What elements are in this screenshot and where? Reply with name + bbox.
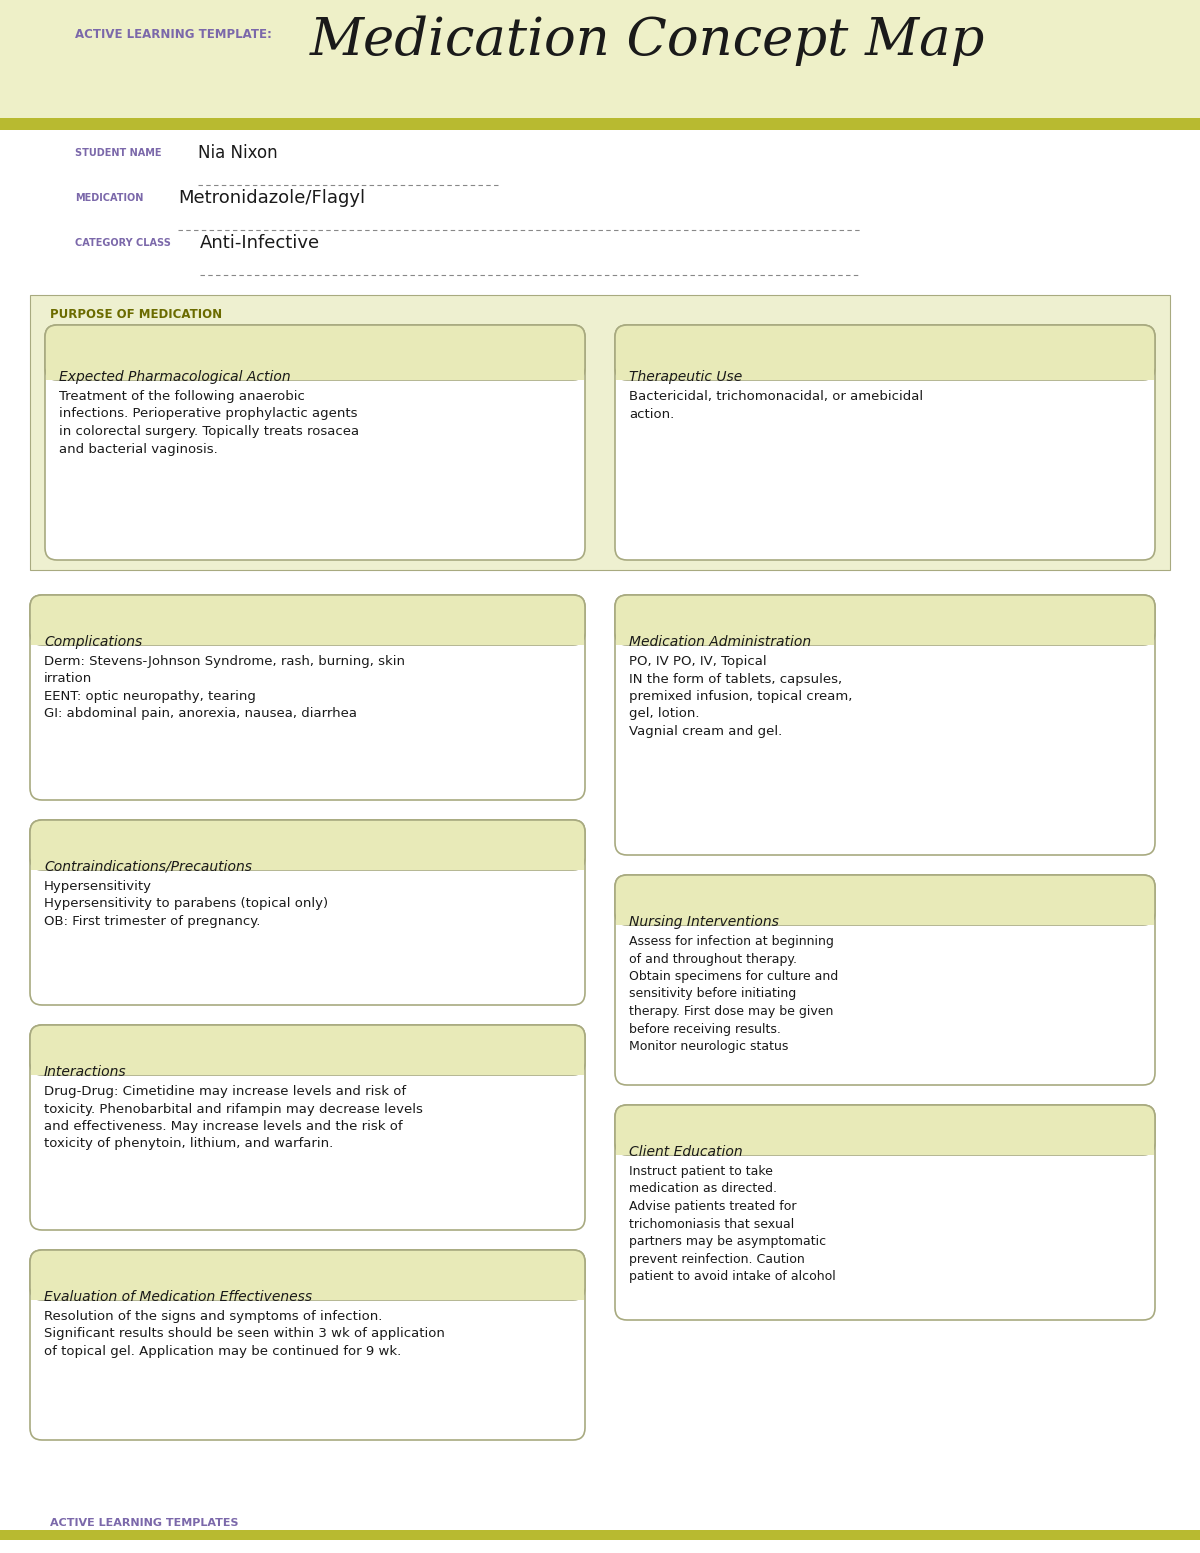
FancyBboxPatch shape bbox=[30, 1025, 586, 1230]
Bar bbox=[0, 130, 1200, 290]
Text: Bactericidal, trichomonacidal, or amebicidal
action.: Bactericidal, trichomonacidal, or amebic… bbox=[629, 390, 923, 421]
Bar bbox=[30, 295, 1170, 570]
Text: Evaluation of Medication Effectiveness: Evaluation of Medication Effectiveness bbox=[44, 1291, 312, 1305]
Text: Nia Nixon: Nia Nixon bbox=[198, 144, 277, 162]
Text: Client Education: Client Education bbox=[629, 1145, 743, 1159]
Text: ACTIVE LEARNING TEMPLATES: ACTIVE LEARNING TEMPLATES bbox=[50, 1517, 239, 1528]
Bar bbox=[0, 0, 1200, 120]
FancyBboxPatch shape bbox=[30, 595, 586, 644]
Text: Drug-Drug: Cimetidine may increase levels and risk of
toxicity. Phenobarbital an: Drug-Drug: Cimetidine may increase level… bbox=[44, 1086, 422, 1151]
FancyBboxPatch shape bbox=[616, 1106, 1154, 1320]
FancyBboxPatch shape bbox=[46, 325, 586, 561]
FancyBboxPatch shape bbox=[616, 595, 1154, 856]
Text: Expected Pharmacological Action: Expected Pharmacological Action bbox=[59, 370, 290, 384]
Text: PO, IV PO, IV, Topical
IN the form of tablets, capsules,
premixed infusion, topi: PO, IV PO, IV, Topical IN the form of ta… bbox=[629, 655, 852, 738]
Bar bbox=[616, 620, 1154, 644]
Text: CATEGORY CLASS: CATEGORY CLASS bbox=[74, 238, 170, 248]
Bar bbox=[616, 901, 1154, 926]
Text: Nursing Interventions: Nursing Interventions bbox=[629, 915, 779, 929]
Text: Contraindications/Precautions: Contraindications/Precautions bbox=[44, 860, 252, 874]
Text: Resolution of the signs and symptoms of infection.
Significant results should be: Resolution of the signs and symptoms of … bbox=[44, 1311, 445, 1357]
Text: ACTIVE LEARNING TEMPLATE:: ACTIVE LEARNING TEMPLATE: bbox=[74, 28, 272, 40]
FancyBboxPatch shape bbox=[46, 325, 586, 380]
Bar bbox=[31, 620, 584, 644]
Bar bbox=[616, 1131, 1154, 1155]
FancyBboxPatch shape bbox=[30, 1250, 586, 1440]
Text: Medication Concept Map: Medication Concept Map bbox=[310, 16, 985, 65]
FancyBboxPatch shape bbox=[30, 595, 586, 800]
FancyBboxPatch shape bbox=[30, 1025, 586, 1075]
Bar bbox=[0, 1530, 1200, 1541]
Bar bbox=[31, 1275, 584, 1300]
FancyBboxPatch shape bbox=[616, 874, 1154, 1086]
Bar bbox=[31, 1050, 584, 1075]
Bar bbox=[31, 845, 584, 870]
Text: MEDICATION: MEDICATION bbox=[74, 193, 143, 203]
Text: Assess for infection at beginning
of and throughout therapy.
Obtain specimens fo: Assess for infection at beginning of and… bbox=[629, 935, 839, 1053]
FancyBboxPatch shape bbox=[616, 1106, 1154, 1155]
FancyBboxPatch shape bbox=[30, 820, 586, 1005]
FancyBboxPatch shape bbox=[616, 325, 1154, 561]
Bar bbox=[0, 118, 1200, 130]
FancyBboxPatch shape bbox=[616, 874, 1154, 926]
Text: Complications: Complications bbox=[44, 635, 143, 649]
Bar bbox=[616, 353, 1154, 380]
FancyBboxPatch shape bbox=[616, 325, 1154, 380]
FancyBboxPatch shape bbox=[30, 820, 586, 870]
Text: Instruct patient to take
medication as directed.
Advise patients treated for
tri: Instruct patient to take medication as d… bbox=[629, 1165, 835, 1283]
FancyBboxPatch shape bbox=[30, 1250, 586, 1300]
Text: Medication Administration: Medication Administration bbox=[629, 635, 811, 649]
Text: Hypersensitivity
Hypersensitivity to parabens (topical only)
OB: First trimester: Hypersensitivity Hypersensitivity to par… bbox=[44, 881, 328, 929]
FancyBboxPatch shape bbox=[616, 595, 1154, 644]
Text: STUDENT NAME: STUDENT NAME bbox=[74, 148, 162, 158]
Bar bbox=[46, 353, 584, 380]
Text: Metronidazole/Flagyl: Metronidazole/Flagyl bbox=[178, 189, 365, 207]
Text: Anti-Infective: Anti-Infective bbox=[200, 235, 320, 252]
Text: Therapeutic Use: Therapeutic Use bbox=[629, 370, 743, 384]
Text: PURPOSE OF MEDICATION: PURPOSE OF MEDICATION bbox=[50, 307, 222, 321]
Text: Treatment of the following anaerobic
infections. Perioperative prophylactic agen: Treatment of the following anaerobic inf… bbox=[59, 390, 359, 455]
Text: Interactions: Interactions bbox=[44, 1065, 127, 1079]
Text: Derm: Stevens-Johnson Syndrome, rash, burning, skin
irration
EENT: optic neuropa: Derm: Stevens-Johnson Syndrome, rash, bu… bbox=[44, 655, 406, 721]
